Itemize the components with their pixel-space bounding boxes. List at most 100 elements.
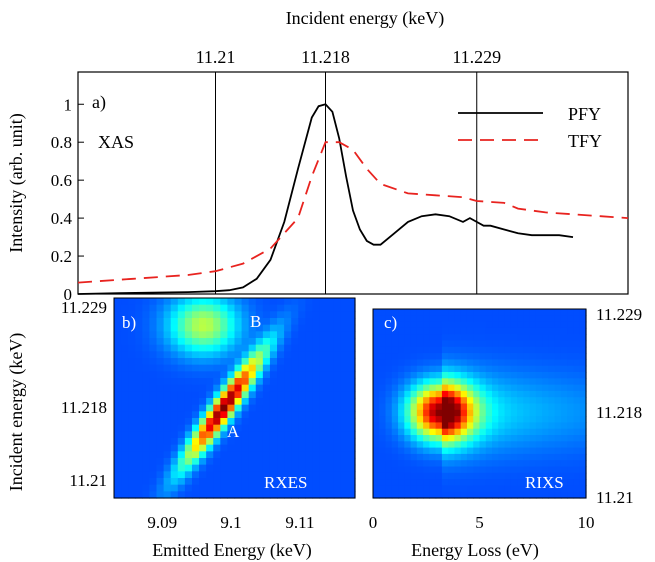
rixs-map-pixel <box>460 428 468 436</box>
rxes-map-pixel <box>326 318 335 326</box>
rxes-map-pixel <box>248 478 257 486</box>
rxes-map-pixel <box>248 324 257 332</box>
rxes-map-pixel <box>227 478 236 486</box>
rixs-map-pixel <box>485 441 493 449</box>
rxes-map-pixel <box>121 384 129 392</box>
rxes-map-pixel <box>326 484 335 492</box>
rixs-map-pixel <box>385 309 393 316</box>
rxes-map-pixel <box>156 411 165 419</box>
rixs-map-pixel <box>466 321 474 329</box>
rixs-map-pixel <box>554 447 562 455</box>
rxes-map-pixel <box>213 351 221 359</box>
rxes-map-pixel <box>298 458 306 466</box>
rixs-map-pixel <box>542 384 550 392</box>
rxes-map-pixel <box>340 484 349 492</box>
rixs-map-pixel <box>398 334 405 342</box>
rixs-map-pixel <box>423 365 430 373</box>
rxes-map-pixel <box>255 318 264 326</box>
rixs-map-pixel <box>441 309 449 316</box>
rixs-map-pixel <box>479 378 487 386</box>
rxes-map-pixel <box>269 451 278 459</box>
rxes-map-pixel <box>333 404 342 412</box>
rxes-map-pixel <box>135 424 143 432</box>
rixs-map-pixel <box>385 485 393 493</box>
rxes-map-pixel <box>347 298 356 306</box>
rxes-map-pixel <box>319 364 328 372</box>
rixs-map-pixel <box>510 460 518 468</box>
rixs-map-pixel <box>535 334 543 342</box>
rxes-map-pixel <box>269 418 278 426</box>
rxes-map-pixel <box>255 431 264 439</box>
rixs-map-pixel <box>485 359 493 367</box>
rxes-map-pixel <box>213 438 221 446</box>
rixs-map-pixel <box>523 453 531 461</box>
rxes-map-pixel <box>114 458 122 466</box>
rixs-map-pixel <box>567 397 575 405</box>
rixs-map-pixel <box>523 479 531 486</box>
rxes-map-pixel <box>121 451 129 459</box>
rixs-map-pixel <box>479 409 487 417</box>
rxes-map-pixel <box>333 398 342 406</box>
rxes-map-pixel <box>149 378 158 386</box>
rxes-map-pixel <box>149 464 158 472</box>
rixs-map-pixel <box>410 372 418 379</box>
rxes-map-pixel <box>191 398 200 406</box>
rixs-map-pixel <box>379 309 387 316</box>
rixs-map-pixel <box>391 327 399 335</box>
rxes-map-pixel <box>347 411 356 419</box>
rixs-map-pixel <box>473 409 481 417</box>
rixs-map-pixel <box>385 409 393 417</box>
rixs-map-pixel <box>485 479 493 486</box>
rixs-map-pixel <box>435 491 443 499</box>
rixs-map-pixel <box>460 453 468 461</box>
rixs-map-pixel <box>410 472 418 480</box>
rixs-map-pixel <box>448 309 456 316</box>
rxes-map-pixel <box>135 318 143 326</box>
rxes-map-pixel <box>319 458 328 466</box>
rxes-map-pixel <box>269 444 278 452</box>
rixs-map-pixel <box>373 491 380 499</box>
rxes-map-pixel <box>135 304 143 312</box>
rixs-map-pixel <box>385 321 393 329</box>
rxes-map-pixel <box>121 418 129 426</box>
rxes-map-pixel <box>149 311 158 319</box>
rixs-map-pixel <box>560 479 568 486</box>
rixs-map-pixel <box>479 309 487 316</box>
rxes-map-pixel <box>199 458 207 466</box>
rixs-map-pixel <box>504 359 512 367</box>
rxes-map-pixel <box>326 364 335 372</box>
rixs-annotation: RIXS <box>525 473 564 492</box>
rxes-map-pixel <box>277 471 285 479</box>
rixs-map-pixel <box>379 340 387 348</box>
rxes-map-pixel <box>291 458 299 466</box>
rxes-map-pixel <box>277 431 285 439</box>
rixs-map-pixel <box>479 416 487 423</box>
rixs-map-pixel <box>460 309 468 316</box>
rxes-map-pixel <box>142 458 151 466</box>
rxes-map-pixel <box>319 418 328 426</box>
rixs-map-pixel <box>510 372 518 379</box>
rxes-map-pixel <box>114 478 122 486</box>
rxes-map-pixel <box>326 458 335 466</box>
rxes-map-pixel <box>255 451 264 459</box>
rxes-map-pixel <box>319 451 328 459</box>
rixs-map-pixel <box>492 359 499 367</box>
rixs-map-pixel <box>567 460 575 468</box>
rxes-map-pixel <box>149 471 158 479</box>
rxes-map-pixel <box>121 404 129 412</box>
rxes-map-pixel <box>191 451 200 459</box>
rixs-map-pixel <box>391 378 399 386</box>
rixs-map-pixel <box>385 384 393 392</box>
rixs-map-pixel <box>379 479 387 486</box>
rxes-map-pixel <box>213 404 221 412</box>
rixs-map-pixel <box>498 441 506 449</box>
rxes-map-pixel <box>121 411 129 419</box>
rxes-map-pixel <box>156 398 165 406</box>
rixs-map-pixel <box>429 327 437 335</box>
rixs-map-pixel <box>373 340 380 348</box>
rxes-map-pixel <box>163 331 172 339</box>
rxes-map-pixel <box>114 398 122 406</box>
rixs-map-pixel <box>510 403 518 411</box>
rxes-map-pixel <box>142 298 151 306</box>
